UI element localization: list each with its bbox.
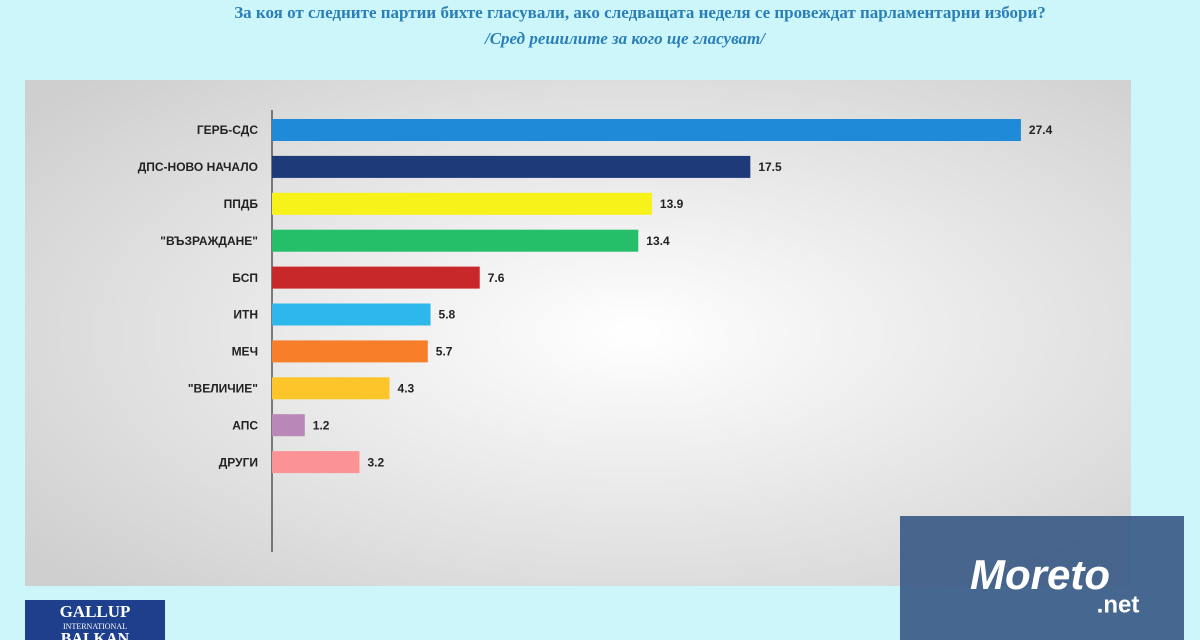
value-label: 13.9 xyxy=(660,197,684,211)
logo-text: GALLUP xyxy=(60,602,131,621)
bar xyxy=(272,192,652,215)
value-label: 13.4 xyxy=(646,234,670,248)
bar xyxy=(272,377,390,400)
value-label: 3.2 xyxy=(367,455,384,469)
category-label: ДПС-НОВО НАЧАЛО xyxy=(138,160,258,174)
logo-text: BALKAN xyxy=(61,631,130,640)
value-label: 17.5 xyxy=(758,160,782,174)
category-label: "ВЪЗРАЖДАНЕ" xyxy=(160,234,258,248)
logo-text: INTERNATIONAL xyxy=(63,622,127,631)
chart-subtitle: /Сред решилите за кого ще гласуват/ xyxy=(483,29,767,48)
bar xyxy=(272,414,305,437)
category-label: "ВЕЛИЧИЕ" xyxy=(188,381,258,395)
watermark-text: Moreto xyxy=(970,551,1110,598)
category-label: МЕЧ xyxy=(232,345,258,359)
chart-title: За коя от следните партии бихте гласувал… xyxy=(234,3,1046,22)
bar xyxy=(272,119,1021,141)
category-label: АПС xyxy=(232,418,258,432)
value-label: 1.2 xyxy=(313,418,330,432)
bar xyxy=(272,229,639,252)
gallup-logo xyxy=(25,600,165,640)
value-label: 4.3 xyxy=(398,381,415,395)
value-label: 7.6 xyxy=(488,271,505,285)
category-label: ППДБ xyxy=(224,197,259,211)
category-label: ДРУГИ xyxy=(219,455,258,469)
bar xyxy=(272,451,360,474)
watermark-text: .net xyxy=(1097,591,1140,618)
category-label: ГЕРБ-СДС xyxy=(197,123,258,137)
category-label: БСП xyxy=(232,271,258,285)
value-label: 27.4 xyxy=(1029,123,1053,137)
category-label: ИТН xyxy=(233,308,258,322)
bar xyxy=(272,155,751,178)
bar xyxy=(272,340,428,363)
bar xyxy=(272,303,431,326)
bar xyxy=(272,266,480,289)
value-label: 5.8 xyxy=(439,308,456,322)
watermark-box xyxy=(900,516,1184,640)
value-label: 5.7 xyxy=(436,345,453,359)
